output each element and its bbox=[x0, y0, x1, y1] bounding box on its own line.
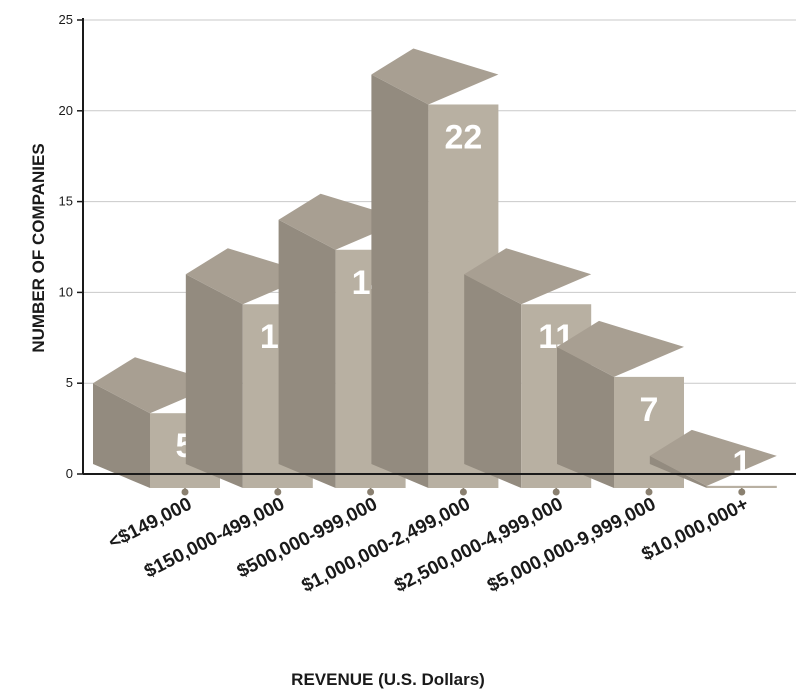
bar-side-face bbox=[93, 383, 150, 488]
bar-top-face bbox=[93, 357, 220, 414]
bar-top-face bbox=[278, 193, 406, 250]
x-axis-title: REVENUE (U.S. Dollars) bbox=[291, 670, 485, 689]
bar-top-face bbox=[371, 48, 499, 105]
bar: 22 bbox=[371, 48, 499, 488]
x-axis-category-labels: <$149,000$150,000-499,000$500,000-999,00… bbox=[105, 488, 752, 597]
bar-top-face bbox=[185, 248, 313, 305]
x-category-label: $5,000,000-9,999,000 bbox=[484, 494, 659, 597]
bar-value-label: 22 bbox=[444, 118, 482, 156]
y-tick-label: 0 bbox=[66, 466, 73, 481]
bar-side-face bbox=[557, 346, 614, 488]
bar-side-face bbox=[371, 74, 429, 488]
bar: 1 bbox=[649, 429, 777, 488]
bar-side-face bbox=[649, 455, 707, 488]
x-tick-dot bbox=[552, 488, 560, 496]
x-tick-dot bbox=[367, 488, 375, 496]
y-tick-label: 5 bbox=[66, 375, 73, 390]
y-tick-label: 20 bbox=[59, 103, 73, 118]
bar-top-face bbox=[649, 429, 777, 486]
bar-side-face bbox=[278, 219, 336, 488]
bar-front-face bbox=[706, 485, 777, 488]
x-tick-dot bbox=[738, 488, 746, 496]
bar: 14 bbox=[278, 193, 406, 488]
bar-top-face bbox=[464, 248, 592, 305]
x-category-label: $1,000,000-2,499,000 bbox=[298, 494, 473, 597]
bar-value-label: 7 bbox=[640, 391, 659, 429]
y-axis-title: NUMBER OF COMPANIES bbox=[29, 143, 48, 352]
x-tick-dot bbox=[274, 488, 282, 496]
bar-value-label: 1 bbox=[732, 444, 751, 482]
x-tick-dot bbox=[645, 488, 653, 496]
y-tick-label: 25 bbox=[59, 12, 73, 27]
y-axis-ticks: 0 5 10 15 20 25 bbox=[59, 12, 83, 481]
x-category-label: $2,500,000-4,999,000 bbox=[391, 494, 566, 597]
x-category-label: $10,000,000+ bbox=[638, 494, 752, 566]
x-tick-dot bbox=[181, 488, 189, 496]
y-tick-label: 15 bbox=[59, 194, 73, 209]
y-tick-label: 10 bbox=[59, 284, 73, 299]
bar-side-face bbox=[185, 274, 243, 488]
bar-side-face bbox=[464, 274, 522, 488]
bar-top-face bbox=[557, 320, 684, 377]
x-tick-dot bbox=[459, 488, 467, 496]
bar: 11 bbox=[464, 248, 592, 488]
